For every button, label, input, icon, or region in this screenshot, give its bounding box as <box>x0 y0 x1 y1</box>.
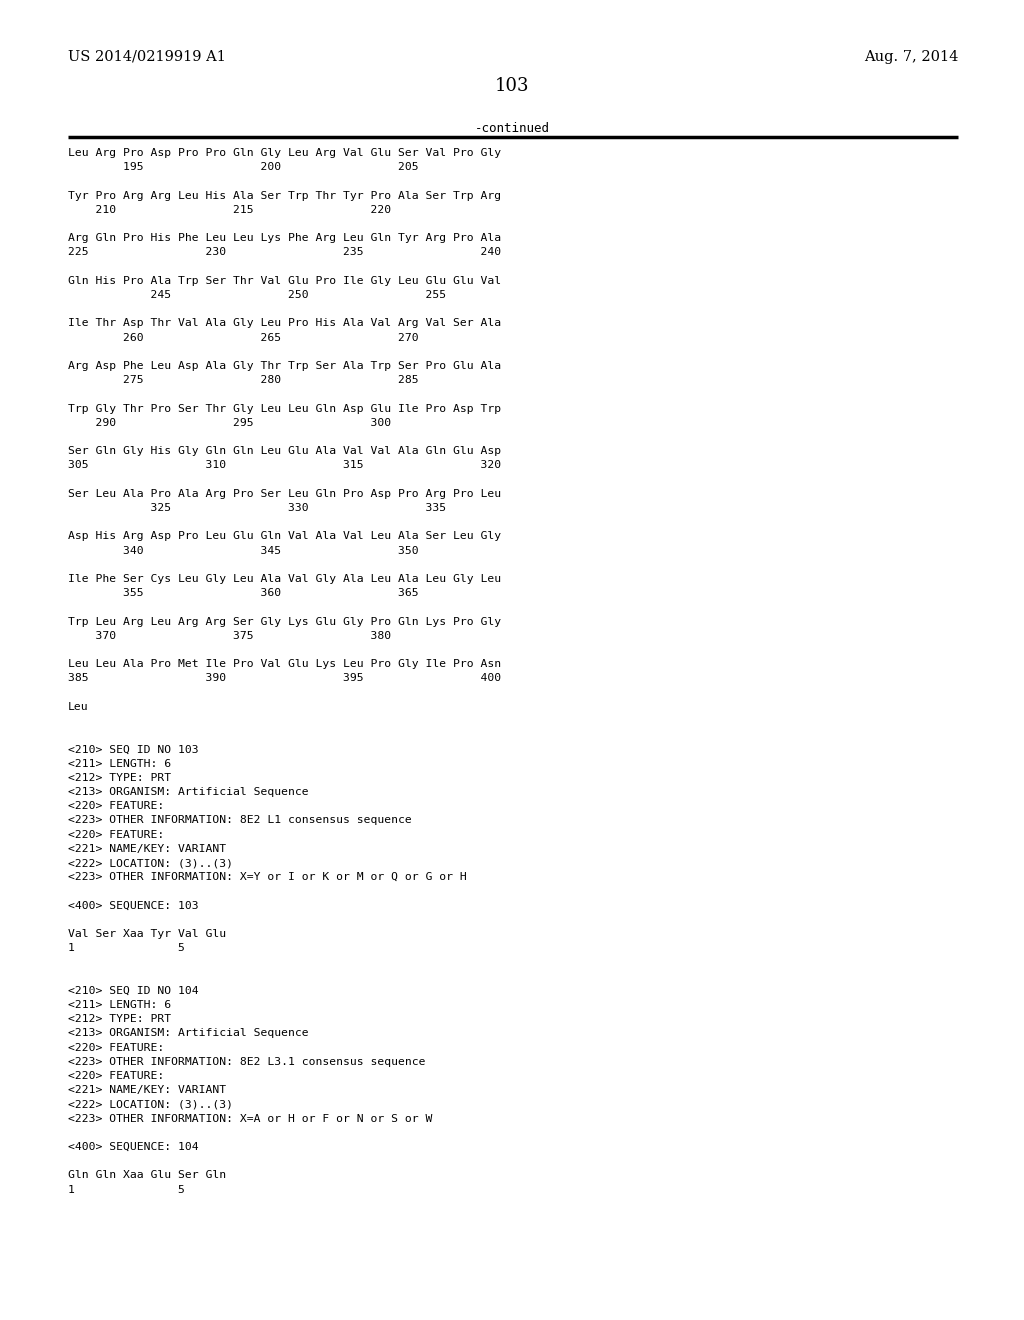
Text: Asp His Arg Asp Pro Leu Glu Gln Val Ala Val Leu Ala Ser Leu Gly: Asp His Arg Asp Pro Leu Glu Gln Val Ala … <box>68 532 501 541</box>
Text: <221> NAME/KEY: VARIANT: <221> NAME/KEY: VARIANT <box>68 843 226 854</box>
Text: <213> ORGANISM: Artificial Sequence: <213> ORGANISM: Artificial Sequence <box>68 787 308 797</box>
Text: 1               5: 1 5 <box>68 1184 185 1195</box>
Text: 370                 375                 380: 370 375 380 <box>68 631 391 640</box>
Text: 1               5: 1 5 <box>68 944 185 953</box>
Text: Gln Gln Xaa Glu Ser Gln: Gln Gln Xaa Glu Ser Gln <box>68 1171 226 1180</box>
Text: -continued: -continued <box>474 121 550 135</box>
Text: 225                 230                 235                 240: 225 230 235 240 <box>68 247 501 257</box>
Text: <210> SEQ ID NO 104: <210> SEQ ID NO 104 <box>68 986 199 995</box>
Text: Aug. 7, 2014: Aug. 7, 2014 <box>863 50 958 63</box>
Text: <220> FEATURE:: <220> FEATURE: <box>68 1043 164 1052</box>
Text: Leu Leu Ala Pro Met Ile Pro Val Glu Lys Leu Pro Gly Ile Pro Asn: Leu Leu Ala Pro Met Ile Pro Val Glu Lys … <box>68 659 501 669</box>
Text: 305                 310                 315                 320: 305 310 315 320 <box>68 461 501 470</box>
Text: Tyr Pro Arg Arg Leu His Ala Ser Trp Thr Tyr Pro Ala Ser Trp Arg: Tyr Pro Arg Arg Leu His Ala Ser Trp Thr … <box>68 190 501 201</box>
Text: <220> FEATURE:: <220> FEATURE: <box>68 829 164 840</box>
Text: Trp Gly Thr Pro Ser Thr Gly Leu Leu Gln Asp Glu Ile Pro Asp Trp: Trp Gly Thr Pro Ser Thr Gly Leu Leu Gln … <box>68 404 501 413</box>
Text: 103: 103 <box>495 77 529 95</box>
Text: 385                 390                 395                 400: 385 390 395 400 <box>68 673 501 684</box>
Text: <222> LOCATION: (3)..(3): <222> LOCATION: (3)..(3) <box>68 1100 233 1109</box>
Text: <212> TYPE: PRT: <212> TYPE: PRT <box>68 772 171 783</box>
Text: 290                 295                 300: 290 295 300 <box>68 418 391 428</box>
Text: Gln His Pro Ala Trp Ser Thr Val Glu Pro Ile Gly Leu Glu Glu Val: Gln His Pro Ala Trp Ser Thr Val Glu Pro … <box>68 276 501 286</box>
Text: 260                 265                 270: 260 265 270 <box>68 333 419 343</box>
Text: Arg Asp Phe Leu Asp Ala Gly Thr Trp Ser Ala Trp Ser Pro Glu Ala: Arg Asp Phe Leu Asp Ala Gly Thr Trp Ser … <box>68 360 501 371</box>
Text: Arg Gln Pro His Phe Leu Leu Lys Phe Arg Leu Gln Tyr Arg Pro Ala: Arg Gln Pro His Phe Leu Leu Lys Phe Arg … <box>68 234 501 243</box>
Text: Ile Thr Asp Thr Val Ala Gly Leu Pro His Ala Val Arg Val Ser Ala: Ile Thr Asp Thr Val Ala Gly Leu Pro His … <box>68 318 501 329</box>
Text: Leu: Leu <box>68 702 89 711</box>
Text: <223> OTHER INFORMATION: 8E2 L1 consensus sequence: <223> OTHER INFORMATION: 8E2 L1 consensu… <box>68 816 412 825</box>
Text: <212> TYPE: PRT: <212> TYPE: PRT <box>68 1014 171 1024</box>
Text: <211> LENGTH: 6: <211> LENGTH: 6 <box>68 759 171 768</box>
Text: US 2014/0219919 A1: US 2014/0219919 A1 <box>68 50 226 63</box>
Text: <223> OTHER INFORMATION: X=A or H or F or N or S or W: <223> OTHER INFORMATION: X=A or H or F o… <box>68 1114 432 1123</box>
Text: <223> OTHER INFORMATION: X=Y or I or K or M or Q or G or H: <223> OTHER INFORMATION: X=Y or I or K o… <box>68 873 467 882</box>
Text: <400> SEQUENCE: 103: <400> SEQUENCE: 103 <box>68 900 199 911</box>
Text: Leu Arg Pro Asp Pro Pro Gln Gly Leu Arg Val Glu Ser Val Pro Gly: Leu Arg Pro Asp Pro Pro Gln Gly Leu Arg … <box>68 148 501 158</box>
Text: <222> LOCATION: (3)..(3): <222> LOCATION: (3)..(3) <box>68 858 233 869</box>
Text: 275                 280                 285: 275 280 285 <box>68 375 419 385</box>
Text: 195                 200                 205: 195 200 205 <box>68 162 419 172</box>
Text: <220> FEATURE:: <220> FEATURE: <box>68 1071 164 1081</box>
Text: <221> NAME/KEY: VARIANT: <221> NAME/KEY: VARIANT <box>68 1085 226 1096</box>
Text: 325                 330                 335: 325 330 335 <box>68 503 446 513</box>
Text: 245                 250                 255: 245 250 255 <box>68 290 446 300</box>
Text: Ser Gln Gly His Gly Gln Gln Leu Glu Ala Val Val Ala Gln Glu Asp: Ser Gln Gly His Gly Gln Gln Leu Glu Ala … <box>68 446 501 457</box>
Text: Ser Leu Ala Pro Ala Arg Pro Ser Leu Gln Pro Asp Pro Arg Pro Leu: Ser Leu Ala Pro Ala Arg Pro Ser Leu Gln … <box>68 488 501 499</box>
Text: 210                 215                 220: 210 215 220 <box>68 205 391 215</box>
Text: <223> OTHER INFORMATION: 8E2 L3.1 consensus sequence: <223> OTHER INFORMATION: 8E2 L3.1 consen… <box>68 1057 426 1067</box>
Text: Val Ser Xaa Tyr Val Glu: Val Ser Xaa Tyr Val Glu <box>68 929 226 939</box>
Text: Ile Phe Ser Cys Leu Gly Leu Ala Val Gly Ala Leu Ala Leu Gly Leu: Ile Phe Ser Cys Leu Gly Leu Ala Val Gly … <box>68 574 501 583</box>
Text: <211> LENGTH: 6: <211> LENGTH: 6 <box>68 1001 171 1010</box>
Text: Trp Leu Arg Leu Arg Arg Ser Gly Lys Glu Gly Pro Gln Lys Pro Gly: Trp Leu Arg Leu Arg Arg Ser Gly Lys Glu … <box>68 616 501 627</box>
Text: 355                 360                 365: 355 360 365 <box>68 589 419 598</box>
Text: <213> ORGANISM: Artificial Sequence: <213> ORGANISM: Artificial Sequence <box>68 1028 308 1039</box>
Text: <210> SEQ ID NO 103: <210> SEQ ID NO 103 <box>68 744 199 755</box>
Text: 340                 345                 350: 340 345 350 <box>68 545 419 556</box>
Text: <220> FEATURE:: <220> FEATURE: <box>68 801 164 812</box>
Text: <400> SEQUENCE: 104: <400> SEQUENCE: 104 <box>68 1142 199 1152</box>
